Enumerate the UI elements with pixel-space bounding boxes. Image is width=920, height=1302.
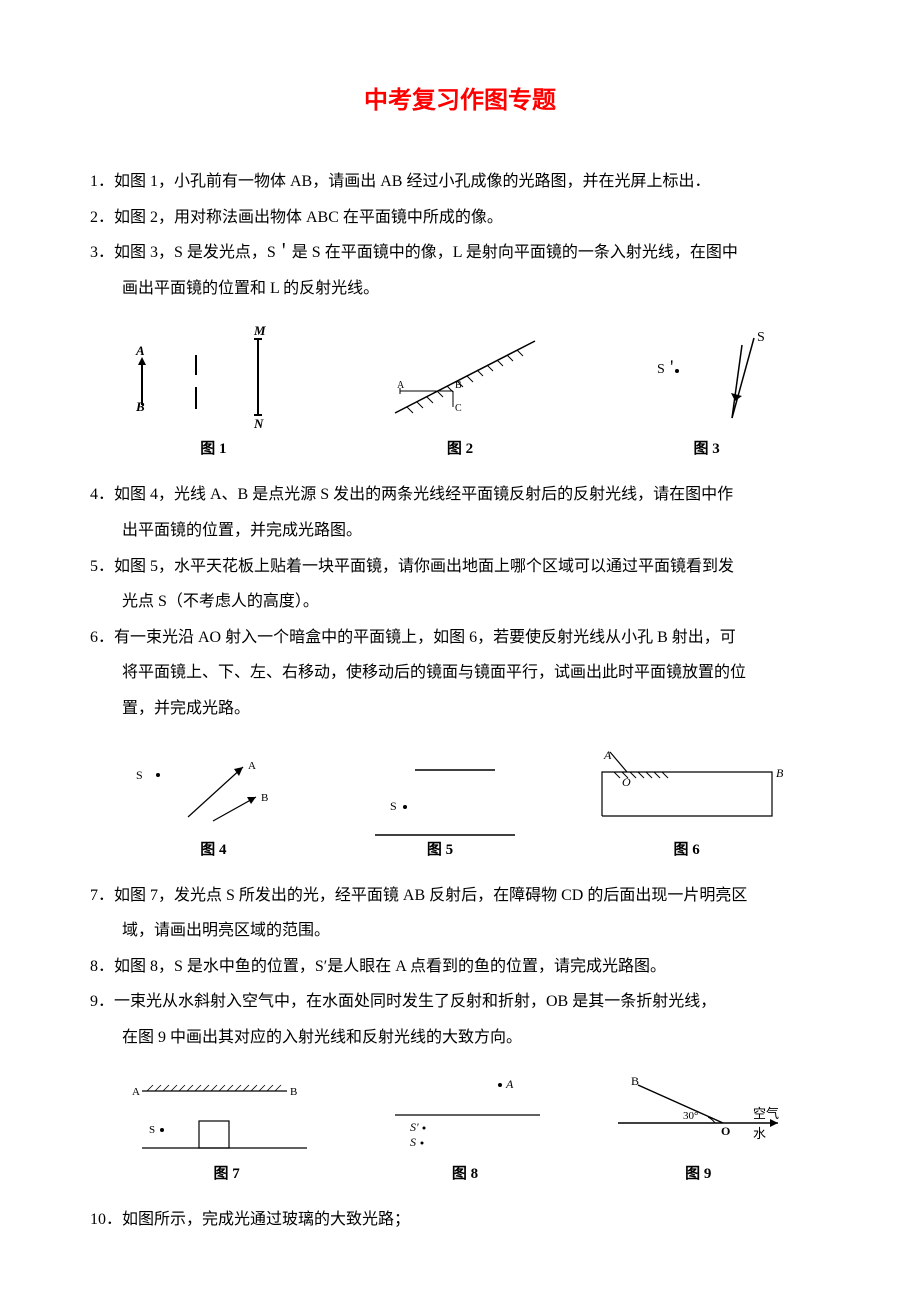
question-4: 4．如图 4，光线 A、B 是点光源 S 发出的两条光线经平面镜反射后的反射光线… [90,478,830,512]
question-2: 2．如图 2，用对称法画出物体 ABC 在平面镜中所成的像。 [90,201,830,235]
fig7-svg: A B S [127,1073,327,1158]
fig6-label: 图 6 [674,838,700,859]
label-A: A [135,343,145,358]
label-S5: S [390,799,397,813]
label-O9: O [721,1124,730,1138]
label-A2: A [397,380,405,391]
dot-Sp8 [422,1126,425,1129]
fig6-svg: A O B [582,744,792,834]
question-5: 5．如图 5，水平天花板上贴着一块平面镜，请你画出地面上哪个区域可以通过平面镜看… [90,550,830,584]
question-9b: 在图 9 中画出其对应的入射光线和反射光线的大致方向。 [90,1021,830,1055]
figure-1: A B M N 图 1 [128,323,298,458]
label-A8: A [505,1077,514,1091]
figure-2: A B C 图 2 [355,323,565,458]
arrow-B4 [247,797,256,804]
label-Sp8: S' [410,1120,419,1134]
fig9-svg: 空气 水 O B 30° [603,1073,793,1158]
label-B6: B [776,766,784,780]
label-A6: A [603,748,612,762]
fig1-label: 图 1 [200,437,226,458]
fig8-svg: A S' S [380,1073,550,1158]
question-7b: 域，请画出明亮区域的范围。 [90,914,830,948]
question-4b: 出平面镜的位置，并完成光路图。 [90,514,830,548]
label-B4: B [261,792,268,804]
fig7-label: 图 7 [214,1162,240,1183]
label-M: M [253,323,266,338]
label-angle: 30° [683,1110,698,1122]
figure-7: A B S 图 7 [127,1073,327,1183]
label-S7: S [149,1124,155,1136]
hatches-7 [147,1085,281,1091]
fig3-label: 图 3 [694,437,720,458]
label-S4: S [136,768,143,782]
page-title: 中考复习作图专题 [90,80,830,115]
mirror-hatches [407,350,523,413]
fig4-label: 图 4 [200,838,226,859]
figure-row-1: A B M N 图 1 [90,323,830,458]
question-8: 8．如图 8，S 是水中鱼的位置，S′是人眼在 A 点看到的鱼的位置，请完成光路… [90,950,830,984]
label-A4: A [248,760,256,772]
dot-Sp [675,369,679,373]
figure-row-3: A B S 图 7 A S' S 图 8 空气 水 O [90,1073,830,1183]
fig3-svg: S S＇ [622,323,792,433]
dot-S8 [420,1141,423,1144]
question-6: 6．有一束光沿 AO 射入一个暗盒中的平面镜上，如图 6，若要使反射光线从小孔 … [90,621,830,655]
label-S: S [757,330,765,345]
fig2-svg: A B C [355,323,565,433]
fig9-label: 图 9 [685,1162,711,1183]
label-A7: A [132,1086,140,1098]
arrow-A [138,357,146,365]
fig2-label: 图 2 [447,437,473,458]
figure-5: S 图 5 [355,755,525,859]
question-3b: 画出平面镜的位置和 L 的反射光线。 [90,272,830,306]
ray-L2 [732,345,742,418]
label-S8: S [410,1135,416,1149]
mirror-line [395,341,535,413]
ray-OB [638,1085,723,1123]
figure-9: 空气 水 O B 30° 图 9 [603,1073,793,1183]
ray-AO [610,752,627,772]
fig8-label: 图 8 [452,1162,478,1183]
question-3: 3．如图 3，S 是发光点，S＇是 S 在平面镜中的像，L 是射向平面镜的一条入… [90,236,830,270]
dot-S4 [156,773,160,777]
fig5-label: 图 5 [427,838,453,859]
question-6c: 置，并完成光路。 [90,692,830,726]
figure-row-2: S A B 图 4 S 图 5 A O B [90,744,830,859]
question-1: 1．如图 1，小孔前有一物体 AB，请画出 AB 经过小孔成像的光路图，并在光屏… [90,165,830,199]
label-water: 水 [753,1126,766,1141]
label-B: B [135,399,145,414]
question-7: 7．如图 7，发光点 S 所发出的光，经平面镜 AB 反射后，在障碍物 CD 的… [90,879,830,913]
label-air: 空气 [753,1106,779,1121]
dot-S7 [160,1128,164,1132]
fig1-svg: A B M N [128,323,298,433]
figure-4: S A B 图 4 [128,749,298,859]
question-5b: 光点 S（不考虑人的高度）。 [90,585,830,619]
label-C: C [455,403,462,414]
figure-6: A O B 图 6 [582,744,792,859]
arrow-L1 [731,393,742,401]
fig5-svg: S [355,755,525,850]
label-B9: B [631,1074,639,1088]
obstacle-CD [199,1121,229,1148]
figure-8: A S' S 图 8 [380,1073,550,1183]
figure-3: S S＇ 图 3 [622,323,792,458]
label-Sp: S＇ [657,361,679,377]
label-B2: B [455,380,462,391]
label-N: N [253,416,264,431]
question-10: 10．如图所示，完成光通过玻璃的大致光路； [90,1203,830,1237]
question-9: 9．一束光从水斜射入空气中，在水面处同时发生了反射和折射，OB 是其一条折射光线… [90,985,830,1019]
label-B7: B [290,1086,297,1098]
fig4-svg: S A B [128,749,298,834]
dot-S5 [403,805,407,809]
ray-L1 [732,338,754,418]
question-6b: 将平面镜上、下、左、右移动，使移动后的镜面与镜面平行，试画出此时平面镜放置的位 [90,656,830,690]
dot-A8 [498,1083,502,1087]
